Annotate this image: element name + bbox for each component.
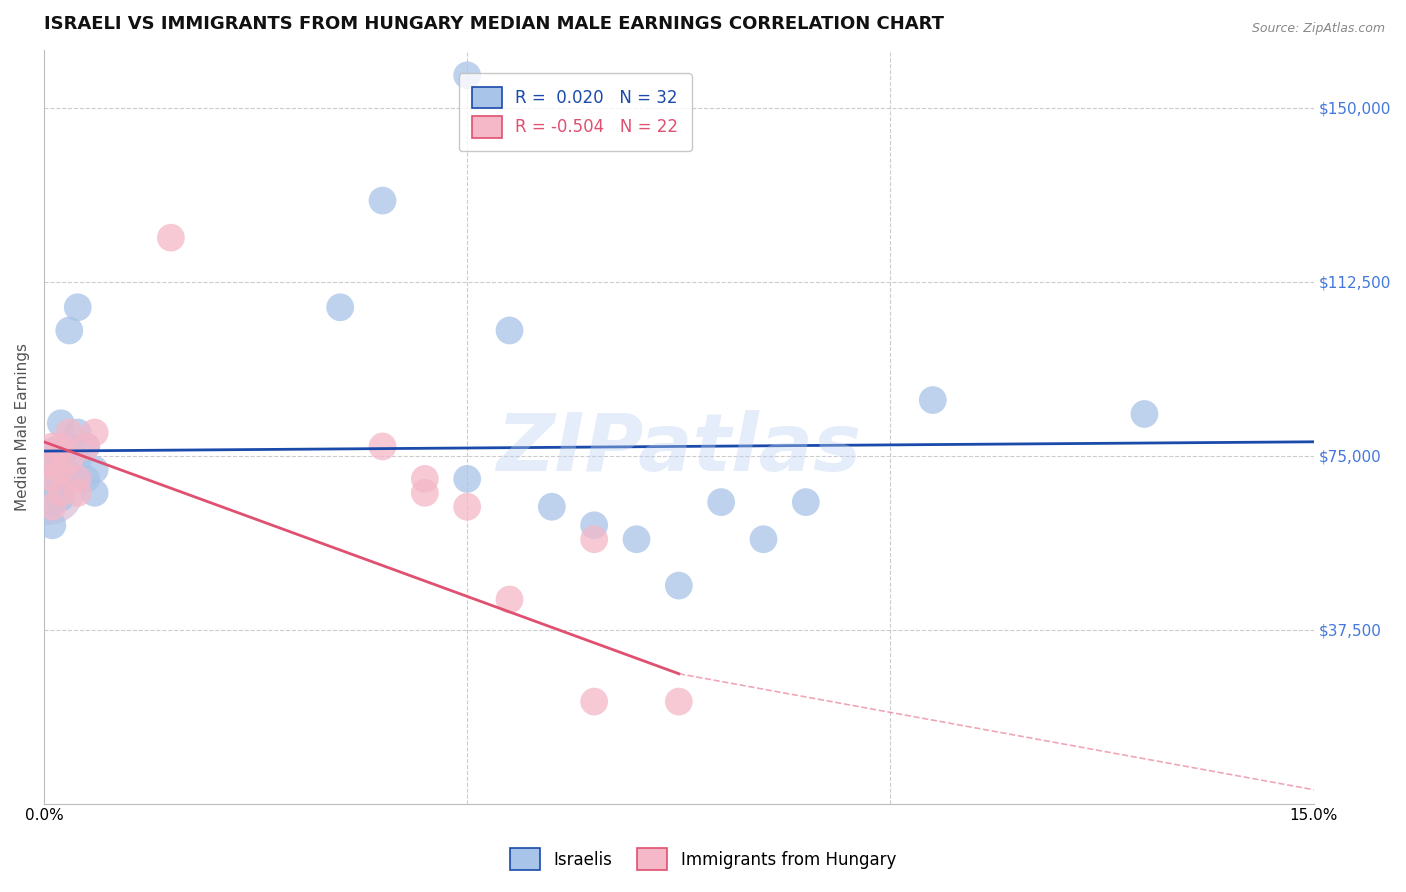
Point xyxy=(41,472,63,486)
Point xyxy=(49,416,72,430)
Point xyxy=(41,458,63,472)
Text: ZIPatlas: ZIPatlas xyxy=(496,410,862,488)
Point xyxy=(583,518,606,533)
Point xyxy=(456,500,478,514)
Point xyxy=(37,481,59,495)
Point xyxy=(583,695,606,709)
Point xyxy=(921,392,943,407)
Point xyxy=(41,495,63,509)
Point xyxy=(66,453,89,467)
Point xyxy=(75,439,97,453)
Point xyxy=(49,472,72,486)
Point xyxy=(66,425,89,440)
Point xyxy=(75,439,97,453)
Point xyxy=(58,439,80,453)
Point xyxy=(58,453,80,467)
Point xyxy=(710,495,733,509)
Point xyxy=(794,495,817,509)
Point xyxy=(456,68,478,82)
Point xyxy=(58,425,80,440)
Y-axis label: Median Male Earnings: Median Male Earnings xyxy=(15,343,30,511)
Point xyxy=(49,439,72,453)
Point xyxy=(41,518,63,533)
Point xyxy=(540,500,562,514)
Point xyxy=(456,472,478,486)
Point xyxy=(83,462,105,476)
Point xyxy=(37,481,59,495)
Point xyxy=(329,300,352,314)
Point xyxy=(413,485,436,500)
Point xyxy=(668,579,690,593)
Point xyxy=(83,425,105,440)
Point xyxy=(498,323,520,337)
Point xyxy=(1133,407,1156,421)
Legend: Israelis, Immigrants from Hungary: Israelis, Immigrants from Hungary xyxy=(503,842,903,877)
Point xyxy=(75,472,97,486)
Point xyxy=(66,485,89,500)
Point xyxy=(626,533,648,547)
Text: ISRAELI VS IMMIGRANTS FROM HUNGARY MEDIAN MALE EARNINGS CORRELATION CHART: ISRAELI VS IMMIGRANTS FROM HUNGARY MEDIA… xyxy=(44,15,943,33)
Point xyxy=(41,444,63,458)
Point xyxy=(49,491,72,505)
Point xyxy=(498,592,520,607)
Point xyxy=(83,485,105,500)
Point xyxy=(58,323,80,337)
Point xyxy=(41,500,63,514)
Point xyxy=(413,472,436,486)
Point xyxy=(41,472,63,486)
Point xyxy=(160,230,183,244)
Point xyxy=(66,472,89,486)
Point xyxy=(371,439,394,453)
Point xyxy=(58,467,80,482)
Point xyxy=(49,453,72,467)
Point xyxy=(41,439,63,453)
Point xyxy=(49,462,72,476)
Point xyxy=(49,485,72,500)
Point xyxy=(668,695,690,709)
Point xyxy=(371,194,394,208)
Point xyxy=(66,300,89,314)
Text: Source: ZipAtlas.com: Source: ZipAtlas.com xyxy=(1251,22,1385,36)
Point xyxy=(583,533,606,547)
Legend: R =  0.020   N = 32, R = -0.504   N = 22: R = 0.020 N = 32, R = -0.504 N = 22 xyxy=(458,73,692,151)
Point xyxy=(752,533,775,547)
